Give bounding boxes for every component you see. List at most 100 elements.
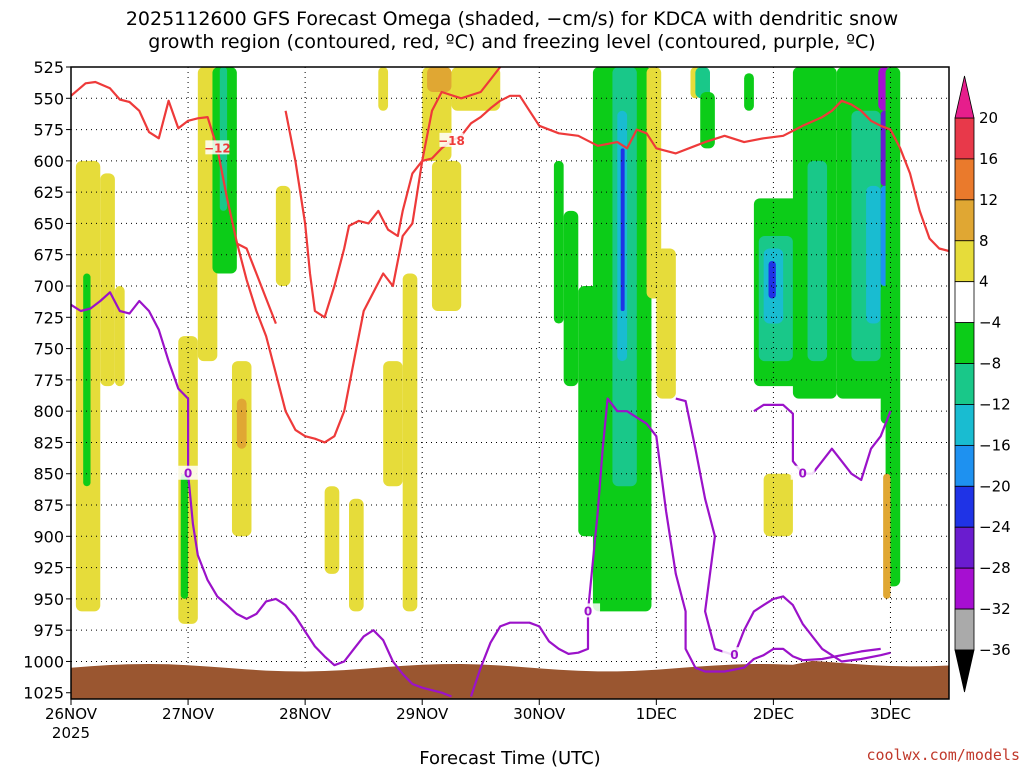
colorbar-bin: [954, 444, 975, 487]
freezing-level-label-bg: [790, 465, 815, 480]
omega-region: [563, 210, 579, 387]
omega-region: [402, 273, 418, 612]
colorbar-label: −36: [979, 641, 1011, 659]
freezing-level-contour: [675, 397, 891, 663]
colorbar-bin: [954, 281, 975, 324]
omega-region: [768, 260, 776, 299]
omega-region: [866, 185, 881, 324]
colorbar-label: −24: [979, 518, 1011, 536]
omega-region: [324, 486, 340, 574]
credit-label: coolwx.com/models: [866, 746, 1020, 764]
colorbar-label: 12: [979, 191, 998, 209]
y-tick-label: 925: [33, 559, 64, 578]
y-tick-label: 850: [33, 465, 64, 484]
y-axis: 525 550 575 600 625 650 675 700 725 750 775 800 825 8…: [23, 58, 71, 703]
x-tick-label: 29NOV: [396, 705, 449, 723]
dgz-label-bg: [205, 140, 230, 155]
dgz-contour-label: −12: [204, 141, 231, 155]
terrain-surface: [71, 660, 949, 699]
freezing-level-contour-label: 0: [584, 604, 592, 618]
y-tick-label: 525: [33, 58, 64, 77]
dgz-contour: [284, 94, 949, 319]
x-axis-title: Forecast Time (UTC): [419, 748, 600, 768]
y-tick-label: 825: [33, 433, 64, 452]
x-tick-label: 27NOV: [162, 705, 215, 723]
colorbar-under-triangle: [954, 649, 975, 693]
omega-region: [431, 160, 462, 312]
x-tick-label: 1DEC: [636, 705, 677, 723]
y-tick-label: 575: [33, 121, 64, 140]
colorbar-bin: [954, 567, 975, 610]
freezing-level-label-bg: [722, 647, 747, 662]
colorbar-label: 8: [979, 232, 989, 250]
y-tick-label: 900: [33, 527, 64, 546]
omega-region: [451, 67, 501, 111]
colorbar-label: −8: [979, 355, 1001, 373]
chart-title-line1: 2025112600 GFS Forecast Omega (shaded, −…: [126, 8, 898, 30]
x-axis: 26NOV 27NOV 28NOV 29NOV 30NOV 1DEC 2DEC 3DEC: [45, 699, 911, 723]
x-tick-label: 30NOV: [513, 705, 566, 723]
freezing-level-contour-label: 0: [730, 648, 738, 662]
omega-region: [885, 67, 901, 587]
freezing-level-contour: [469, 397, 881, 697]
dgz-contour: [236, 242, 277, 325]
colorbar-bin: [954, 608, 975, 651]
omega-region: [349, 498, 364, 612]
colorbar-bin: [954, 404, 975, 446]
y-tick-label: 1000: [23, 652, 64, 671]
plot-frame: [70, 66, 950, 700]
y-tick-label: 950: [33, 590, 64, 609]
colorbar-bin: [954, 240, 975, 283]
freezing-level-contour-label: 0: [798, 467, 806, 481]
colorbar-label: 4: [979, 273, 989, 291]
y-tick-label: 875: [33, 496, 64, 515]
colorbar-label: −20: [979, 477, 1011, 495]
omega-region: [807, 160, 828, 362]
colorbar-label: −32: [979, 600, 1011, 618]
colorbar-label: −12: [979, 395, 1011, 413]
y-tick-label: 975: [33, 621, 64, 640]
y-tick-label: 1025: [23, 684, 64, 703]
freezing-level-label-bg: [176, 465, 201, 480]
y-tick-label: 725: [33, 308, 64, 327]
omega-region: [275, 185, 291, 287]
freezing-level-contour: [71, 291, 452, 698]
colorbar-over-triangle: [954, 75, 975, 119]
omega-region: [695, 67, 710, 99]
omega-region: [620, 148, 625, 312]
omega-region: [236, 398, 247, 449]
x-tick-label: 28NOV: [279, 705, 332, 723]
omega-region: [114, 286, 125, 387]
colorbar-bin: [954, 526, 975, 569]
colorbar-bin: [954, 322, 975, 364]
colorbar: 20 16 12 8 4 −4 −8 −12 −16 −20 −24 −28 −32 −36: [954, 75, 1011, 693]
freezing-level-contour: [753, 403, 892, 482]
colorbar-bin: [954, 363, 975, 405]
y-tick-label: 800: [33, 402, 64, 421]
colorbar-bin: [954, 158, 975, 201]
dgz-contour-label: −18: [438, 134, 465, 148]
y-tick-label: 625: [33, 183, 64, 202]
omega-region: [383, 361, 403, 487]
y-tick-label: 600: [33, 152, 64, 171]
omega-region: [378, 67, 389, 111]
colorbar-label: 16: [979, 150, 998, 168]
y-tick-label: 700: [33, 277, 64, 296]
colorbar-bin: [954, 485, 975, 528]
omega-region: [100, 173, 115, 387]
omega-region: [763, 473, 793, 537]
colorbar-bin: [954, 117, 975, 160]
colorbar-label: 20: [979, 109, 998, 127]
x-tick-label: 26NOV: [45, 705, 98, 723]
omega-region: [553, 160, 564, 324]
colorbar-label: −16: [979, 436, 1011, 454]
colorbar-label: −28: [979, 559, 1011, 577]
x-tick-label: 3DEC: [870, 705, 911, 723]
omega-region: [427, 67, 452, 93]
dgz-contour: [71, 67, 502, 444]
freezing-level-contour-label: 0: [184, 467, 192, 481]
y-tick-label: 650: [33, 214, 64, 233]
y-tick-label: 775: [33, 371, 64, 390]
dgz-label-bg: [439, 132, 464, 147]
